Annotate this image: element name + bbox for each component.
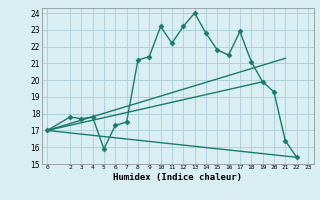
X-axis label: Humidex (Indice chaleur): Humidex (Indice chaleur) <box>113 173 242 182</box>
